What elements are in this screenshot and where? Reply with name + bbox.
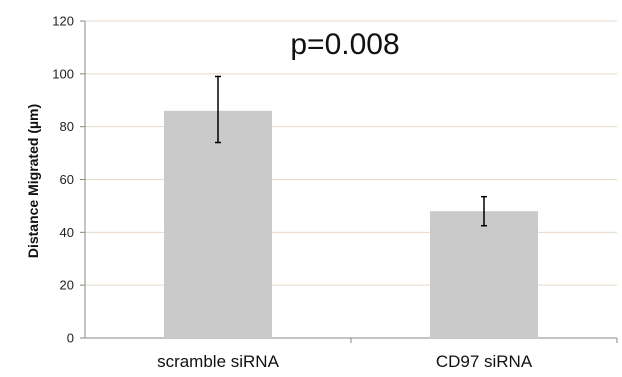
bars <box>164 110 538 338</box>
bar-1 <box>430 211 538 338</box>
y-tick-label: 40 <box>60 225 74 240</box>
tick-labels: 0 20 40 60 80 100 120 scramble siRNA CD97 siRNA <box>52 14 533 372</box>
y-tick-label: 60 <box>60 172 74 187</box>
y-tick-label: 0 <box>67 331 74 346</box>
y-tick-label: 80 <box>60 119 74 134</box>
x-category-label: scramble siRNA <box>157 352 280 371</box>
bar-0 <box>164 110 272 338</box>
y-tick-label: 100 <box>52 66 74 81</box>
p-value-annotation: p=0.008 <box>290 28 399 61</box>
y-tick-label: 20 <box>60 278 74 293</box>
error-bars <box>215 75 487 227</box>
x-category-label: CD97 siRNA <box>436 352 533 371</box>
y-axis-title: Distance Migrated (µm) <box>25 104 41 258</box>
y-tick-label: 120 <box>52 14 74 29</box>
